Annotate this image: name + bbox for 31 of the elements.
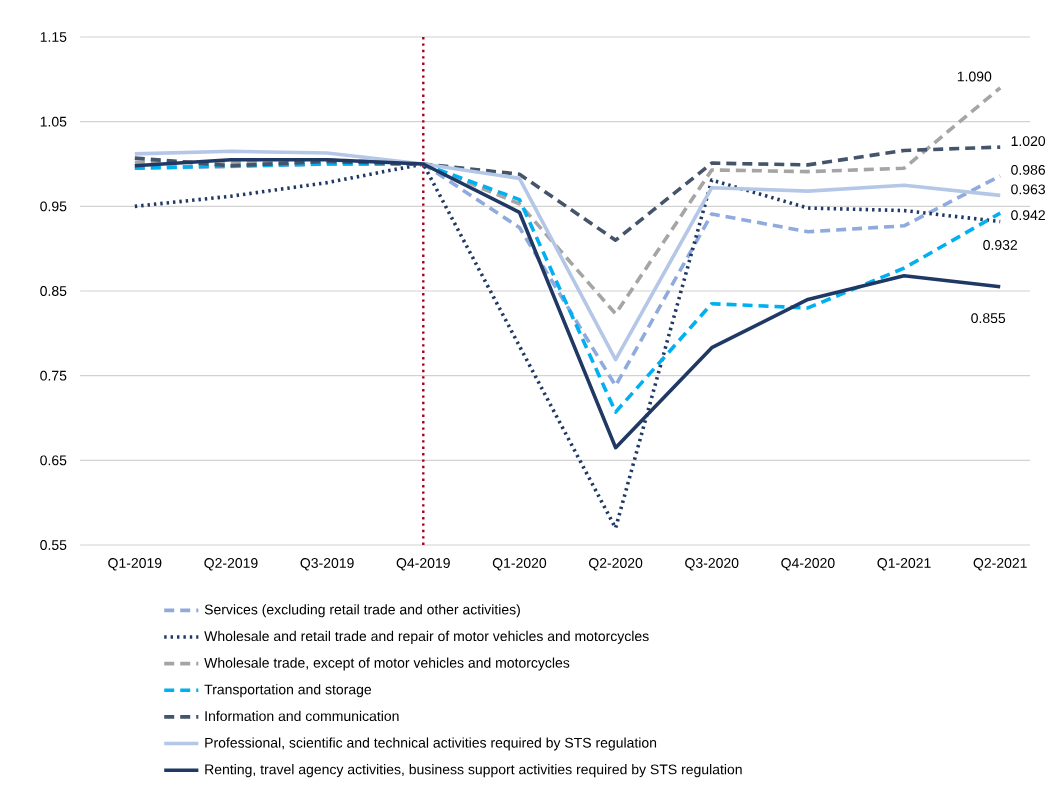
- data-label: 0.932: [983, 240, 1018, 250]
- x-tick-label: Q2-2021: [973, 558, 1027, 571]
- y-tick-label: 0.95: [40, 201, 67, 212]
- y-tick-label: 0.65: [40, 455, 67, 466]
- x-tick-label: Q2-2020: [589, 558, 643, 571]
- x-tick-label: Q3-2019: [300, 558, 354, 571]
- legend-label: Renting, travel agency activities, business support activities required by STS regulation: [205, 764, 742, 778]
- data-label: 0.942: [1011, 210, 1045, 221]
- x-tick-label: Q1-2019: [108, 558, 162, 571]
- x-tick-label: Q4-2019: [396, 558, 450, 571]
- legend-label: Transportation and storage: [204, 684, 372, 698]
- legend-label: Wholesale trade, except of motor vehicles and motorcycles: [204, 657, 570, 671]
- legend-label: Services (excluding retail trade and other activities): [204, 604, 520, 618]
- x-tick-label: Q4-2020: [781, 558, 835, 571]
- legend-label: Professional, scientific and technical activities required by STS regulation: [205, 737, 657, 751]
- data-label: 0.963: [1011, 184, 1046, 195]
- y-tick-label: 1.15: [40, 32, 67, 42]
- x-tick-label: Q1-2020: [492, 558, 547, 571]
- x-tick-label: Q1-2021: [877, 558, 931, 571]
- data-label: 1.090: [957, 71, 992, 82]
- x-tick-label: Q3-2020: [685, 558, 739, 571]
- legend-label: Wholesale and retail trade and repair of motor vehicles and motorcycles: [204, 630, 649, 644]
- data-label: 0.855: [971, 313, 1006, 324]
- data-label: 0.986: [1011, 164, 1046, 175]
- y-tick-label: 1.05: [40, 116, 67, 127]
- legend-label: Information and communication: [205, 710, 399, 722]
- y-tick-label: 0.55: [40, 540, 67, 550]
- y-tick-label: 0.85: [40, 286, 67, 296]
- y-tick-label: 0.75: [40, 370, 67, 381]
- data-label: 1.020: [1011, 136, 1046, 147]
- x-tick-label: Q2-2019: [204, 558, 258, 571]
